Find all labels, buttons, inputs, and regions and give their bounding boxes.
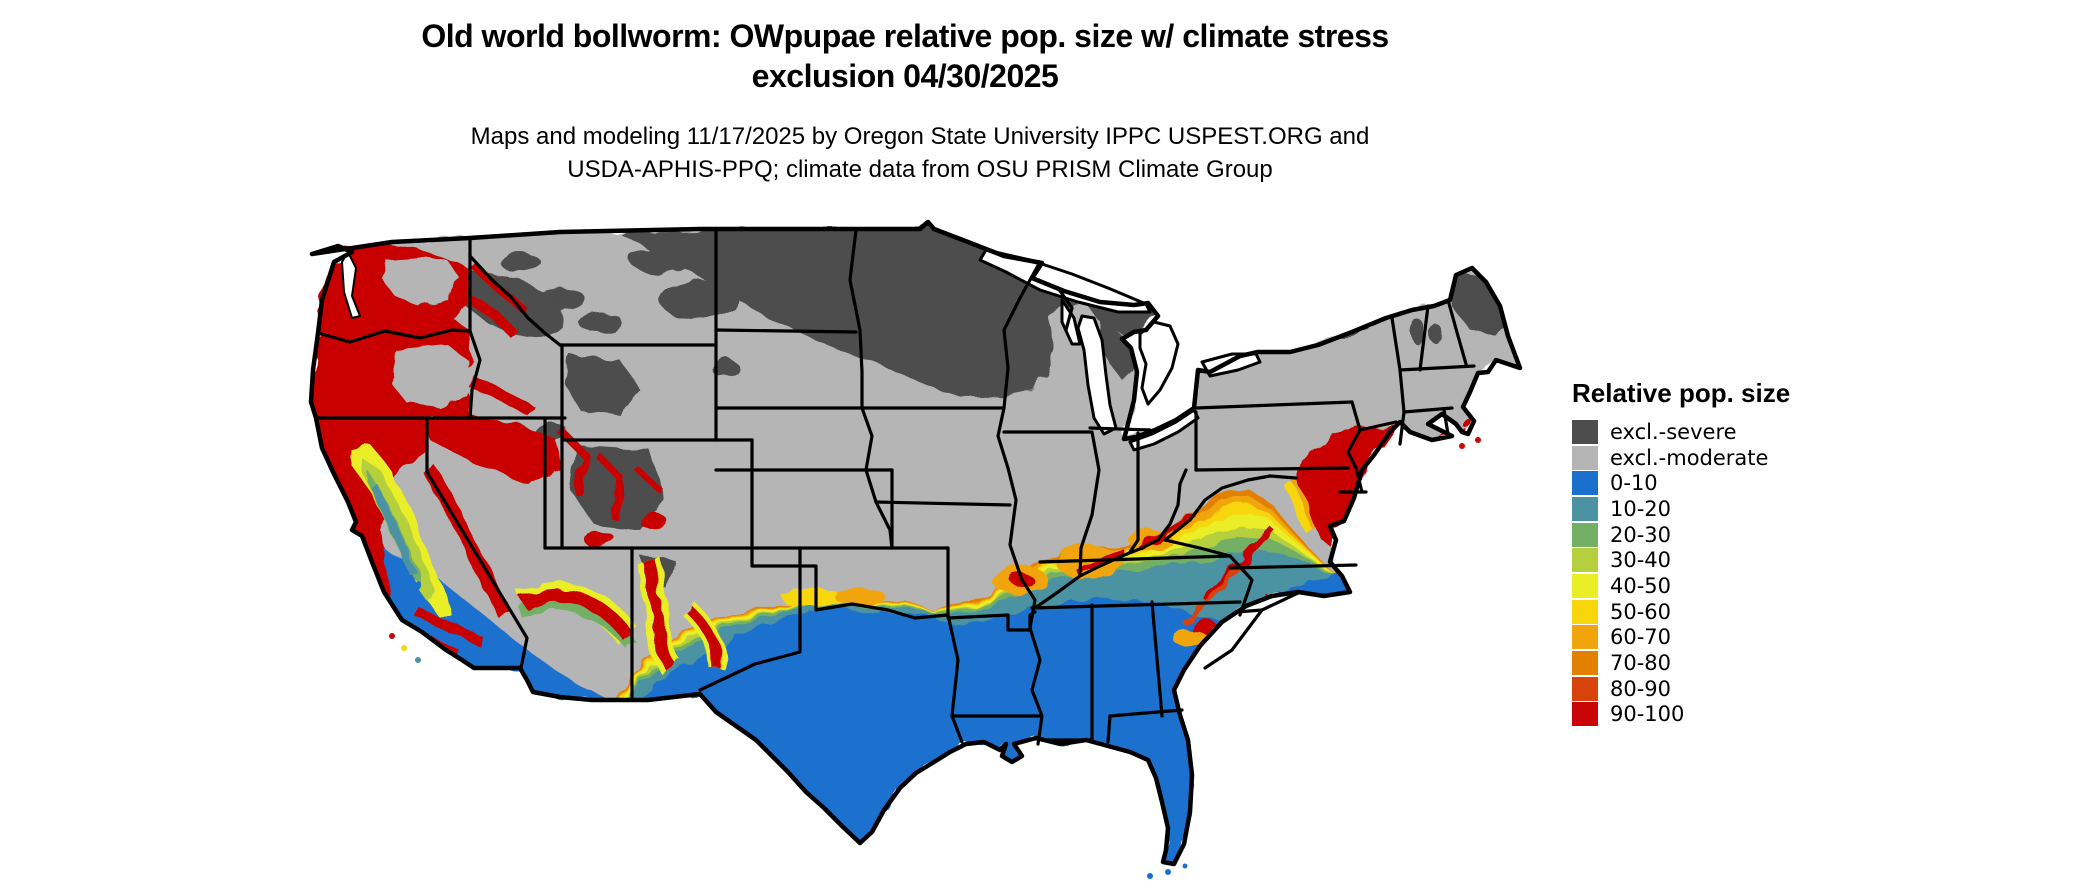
legend: Relative pop. size excl.-severe excl.-mo… [1572,378,1872,727]
puget-sound [341,251,361,319]
legend-label: excl.-severe [1610,419,1737,444]
us-outline [308,219,1523,867]
legend-items: excl.-severe excl.-moderate 0-10 10-20 2… [1572,419,1872,727]
map-region-ohio-valley [782,512,1197,608]
legend-swatch [1572,599,1598,624]
legend-label: excl.-moderate [1610,445,1769,470]
title-line-2: exclusion 04/30/2025 [751,58,1059,94]
legend-label: 40-50 [1610,573,1672,598]
legend-label: 80-90 [1610,676,1672,701]
legend-item: 60-70 [1572,625,1872,651]
legend-swatch [1572,548,1598,573]
legend-swatch [1572,419,1598,444]
legend-item: 40-50 [1572,573,1872,599]
page-subtitle: Maps and modeling 11/17/2025 by Oregon S… [0,120,1840,186]
legend-swatch [1572,651,1598,676]
legend-item: 90-100 [1572,702,1872,728]
legend-swatch [1572,676,1598,701]
legend-item: 0-10 [1572,470,1872,496]
legend-label: 60-70 [1610,625,1672,650]
green-bay [1060,298,1082,346]
legend-swatch [1572,702,1598,727]
legend-label: 20-30 [1610,522,1672,547]
legend-swatch [1572,625,1598,650]
legend-item: 50-60 [1572,599,1872,625]
legend-label: 70-80 [1610,651,1672,676]
legend-title: Relative pop. size [1572,378,1791,408]
legend-label: 10-20 [1610,496,1672,521]
subtitle-line-2: USDA-APHIS-PPQ; climate data from OSU PR… [567,156,1273,183]
state-borders [314,228,1476,746]
legend-item: 10-20 [1572,496,1872,522]
great-lakes [341,248,1262,452]
subtitle-line-1: Maps and modeling 11/17/2025 by Oregon S… [470,123,1370,150]
legend-swatch [1572,496,1598,521]
legend-item: 70-80 [1572,650,1872,676]
legend-swatch [1572,573,1598,598]
title-line-1: Old world bollworm: OWpupae relative pop… [421,18,1389,54]
legend-item: excl.-severe [1572,419,1872,445]
page-title: Old world bollworm: OWpupae relative pop… [0,16,1810,96]
legend-swatch [1572,471,1598,496]
legend-label: 0-10 [1610,471,1658,496]
legend-item: 20-30 [1572,522,1872,548]
legend-label: 90-100 [1610,702,1685,727]
legend-swatch [1572,445,1598,470]
lake-huron [1138,320,1180,406]
legend-item: excl.-moderate [1572,445,1872,471]
lake-superior [978,248,1152,314]
legend-swatch [1572,522,1598,547]
legend-item: 30-40 [1572,547,1872,573]
map-region-central-valley [352,446,452,616]
lake-michigan [1076,314,1118,436]
legend-item: 80-90 [1572,676,1872,702]
offshore-specks [389,437,1481,879]
legend-label: 50-60 [1610,599,1672,624]
legend-label: 30-40 [1610,548,1672,573]
